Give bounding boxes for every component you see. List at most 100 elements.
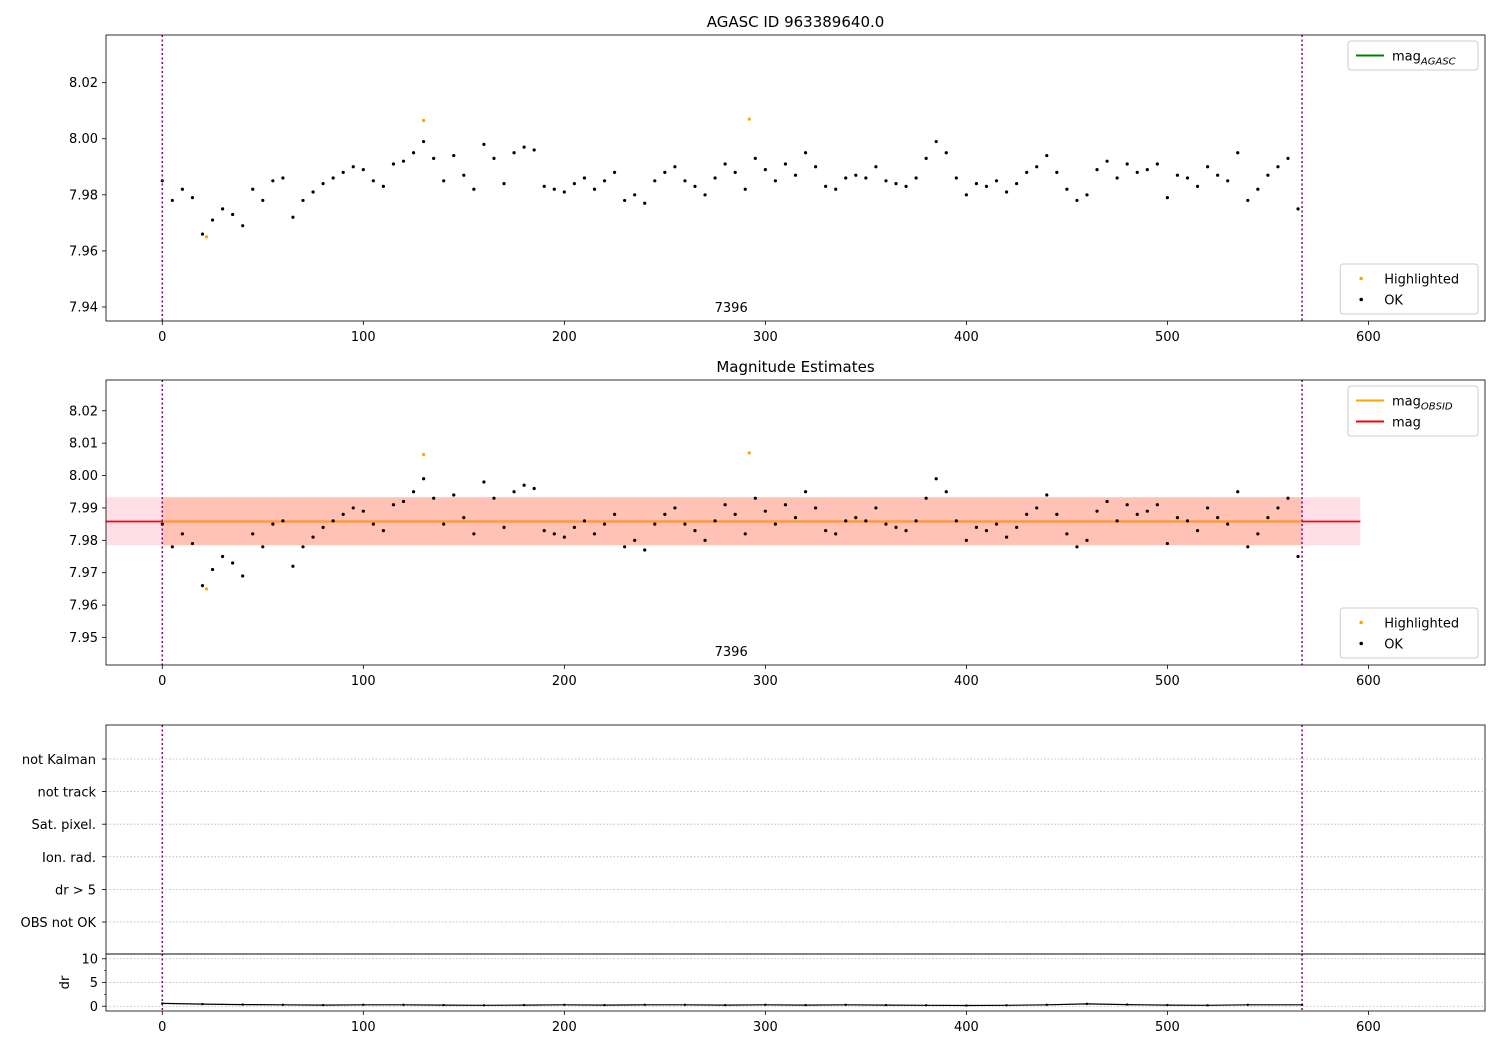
ok-point [381, 528, 386, 533]
x-tick-label: 500 [1155, 674, 1180, 689]
dr-point [965, 1004, 968, 1007]
y-tick-label: 5 [90, 976, 98, 991]
legend-label-main: mag [1392, 416, 1421, 431]
flag-row-label: Ion. rad. [42, 851, 96, 866]
legend-bottom-right: Highlighted OK [1339, 263, 1479, 315]
x-tick-label: 100 [351, 674, 376, 689]
ok-point [713, 176, 717, 180]
ok-point [241, 574, 245, 578]
ok-point [180, 187, 184, 191]
ok-point [1266, 173, 1270, 177]
ok-point [1216, 516, 1220, 520]
ok-point [562, 190, 566, 194]
ok-point [984, 528, 989, 533]
ok-point [210, 218, 215, 222]
x-tick-label: 600 [1356, 674, 1381, 689]
ok-point [934, 477, 938, 481]
dr-point [1246, 1003, 1249, 1007]
ok-point [964, 538, 968, 542]
dr-point [482, 1004, 486, 1007]
legend-label: OK [1384, 638, 1403, 653]
y-tick-label: 7.99 [69, 501, 98, 516]
ok-point [793, 516, 798, 520]
y-tick-label: 0 [90, 1000, 98, 1015]
y-tick-label: 7.98 [69, 534, 98, 549]
panel-1: 7396 0 100 200 300 400 500 600 7.94 7.96 7.98 8.00 8… [69, 13, 1486, 345]
ok-point [914, 176, 918, 180]
ok-point [371, 179, 375, 183]
ok-point [200, 584, 205, 588]
ok-point [612, 170, 617, 174]
ok-point [1266, 516, 1270, 520]
ok-point [1075, 198, 1079, 203]
series-ok [160, 139, 1300, 236]
legend-label: Highlighted [1384, 617, 1459, 632]
y-tick-label: 8.02 [69, 404, 98, 419]
ok-point [1205, 165, 1210, 169]
ok-point [612, 512, 617, 517]
legend-label: OK [1384, 294, 1403, 309]
dr-point [643, 1003, 646, 1007]
ok-point [311, 535, 315, 539]
ok-point [1065, 532, 1069, 536]
dr-point [723, 1003, 727, 1007]
ok-point [924, 156, 928, 160]
ok-point [1115, 176, 1119, 180]
y-tick-label: 7.96 [69, 599, 98, 614]
ok-point [291, 215, 295, 219]
ok-point [1135, 170, 1139, 174]
ok-point [814, 165, 818, 169]
chart-title: AGASC ID 963389640.0 [707, 13, 885, 31]
ok-point [341, 170, 345, 174]
ok-point [884, 179, 888, 183]
legend-top-right: magAGASC [1347, 40, 1479, 71]
ok-point [301, 198, 305, 203]
ok-point [422, 477, 426, 481]
ok-point [582, 176, 587, 180]
x-tick-label: 200 [552, 674, 577, 689]
ok-point [1055, 512, 1059, 517]
ok-point [1155, 503, 1159, 507]
series-ok [160, 477, 1300, 588]
ok-point [803, 490, 808, 494]
ok-point [281, 176, 285, 180]
ok-point [391, 503, 396, 507]
ok-point [1195, 528, 1200, 533]
ok-point [723, 503, 727, 507]
ok-point [874, 506, 878, 510]
ok-point [401, 499, 406, 504]
ok-point [1055, 170, 1059, 174]
flag-row-label: not Kalman [22, 753, 96, 768]
ok-point [1165, 541, 1169, 546]
ok-point [884, 522, 888, 526]
ok-point [452, 493, 456, 497]
ok-point [291, 564, 295, 568]
highlighted-point [747, 117, 751, 121]
ok-point [1125, 503, 1129, 507]
ok-point [1145, 167, 1149, 172]
ok-point [1216, 173, 1220, 177]
y-tick-label: 7.94 [69, 300, 98, 315]
ok-point [502, 182, 506, 186]
ok-point [542, 184, 546, 189]
ok-point [673, 165, 677, 169]
legend-label-subscript: AGASC [1420, 57, 1456, 68]
ok-point [824, 528, 828, 533]
x-tick-label: 400 [954, 330, 979, 345]
ok-point [331, 176, 335, 180]
ok-point [1095, 167, 1099, 172]
ok-point [1045, 493, 1049, 497]
ok-point [914, 519, 918, 523]
ok-point [542, 528, 546, 533]
ok-point [190, 196, 195, 200]
ok-point [844, 176, 848, 180]
x-tick-label: 300 [753, 330, 778, 345]
ok-point [522, 483, 526, 487]
plot-area [160, 117, 1300, 239]
highlighted-point [204, 235, 209, 239]
dr-point [321, 1003, 325, 1007]
ok-point [200, 232, 205, 236]
ok-point [261, 545, 265, 549]
ok-point [231, 561, 235, 565]
